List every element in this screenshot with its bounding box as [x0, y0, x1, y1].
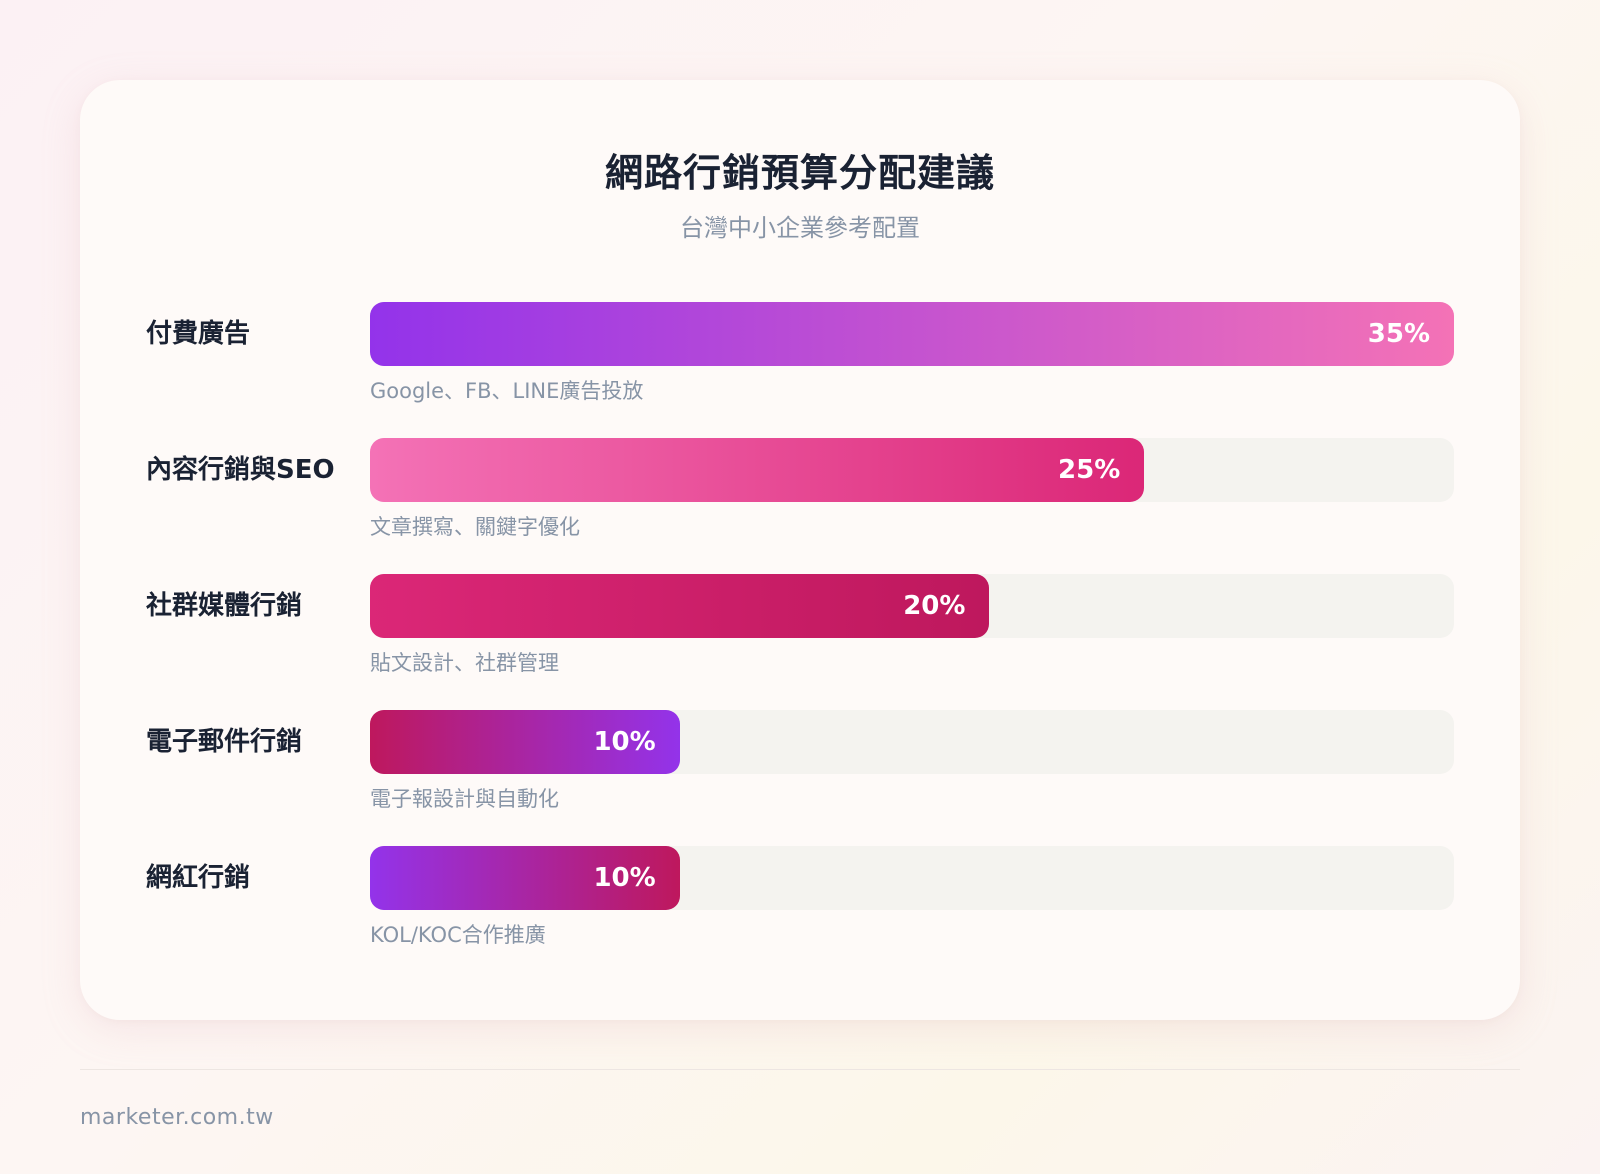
category-label: 內容行銷與SEO [146, 455, 335, 485]
bar-track: 25% [370, 438, 1454, 502]
bar-fill: 20% [370, 574, 990, 638]
bar-track: 10% [370, 846, 1454, 910]
chart-title: 網路行銷預算分配建議 [604, 151, 995, 195]
value-label: 10% [593, 727, 656, 757]
bar-fill: 35% [370, 302, 1454, 366]
bar-description: 電子報設計與自動化 [370, 787, 559, 811]
bar-description: Google、FB、LINE廣告投放 [370, 379, 644, 403]
bar-row: 內容行銷與SEO 25% 文章撰寫、關鍵字優化 [80, 438, 1520, 548]
value-label: 10% [593, 863, 656, 893]
value-label: 20% [903, 591, 966, 621]
bar-description: 貼文設計、社群管理 [370, 651, 559, 675]
category-label: 社群媒體行銷 [146, 591, 303, 621]
bar-description: 文章撰寫、關鍵字優化 [370, 515, 580, 539]
bar-row: 網紅行銷 10% KOL/KOC合作推廣 [80, 846, 1520, 956]
bar-fill: 25% [370, 438, 1145, 502]
bar-track: 10% [370, 710, 1454, 774]
bar-fill: 10% [370, 846, 680, 910]
category-label: 付費廣告 [146, 319, 251, 349]
chart-subtitle: 台灣中小企業參考配置 [680, 214, 920, 242]
footer-divider [80, 1069, 1520, 1070]
chart-card: 網路行銷預算分配建議 台灣中小企業參考配置 付費廣告 35% Google、FB、L… [80, 80, 1520, 1020]
category-label: 電子郵件行銷 [146, 727, 303, 757]
bar-track: 20% [370, 574, 1454, 638]
bar-description: KOL/KOC合作推廣 [370, 923, 546, 947]
value-label: 25% [1058, 455, 1121, 485]
bar-row: 社群媒體行銷 20% 貼文設計、社群管理 [80, 574, 1520, 684]
bar-track: 35% [370, 302, 1454, 366]
value-label: 35% [1367, 319, 1430, 349]
bar-row: 電子郵件行銷 10% 電子報設計與自動化 [80, 710, 1520, 820]
bar-fill: 10% [370, 710, 680, 774]
bar-row: 付費廣告 35% Google、FB、LINE廣告投放 [80, 302, 1520, 412]
category-label: 網紅行銷 [146, 863, 251, 893]
footer-site-link[interactable]: marketer.com.tw [80, 1105, 274, 1130]
